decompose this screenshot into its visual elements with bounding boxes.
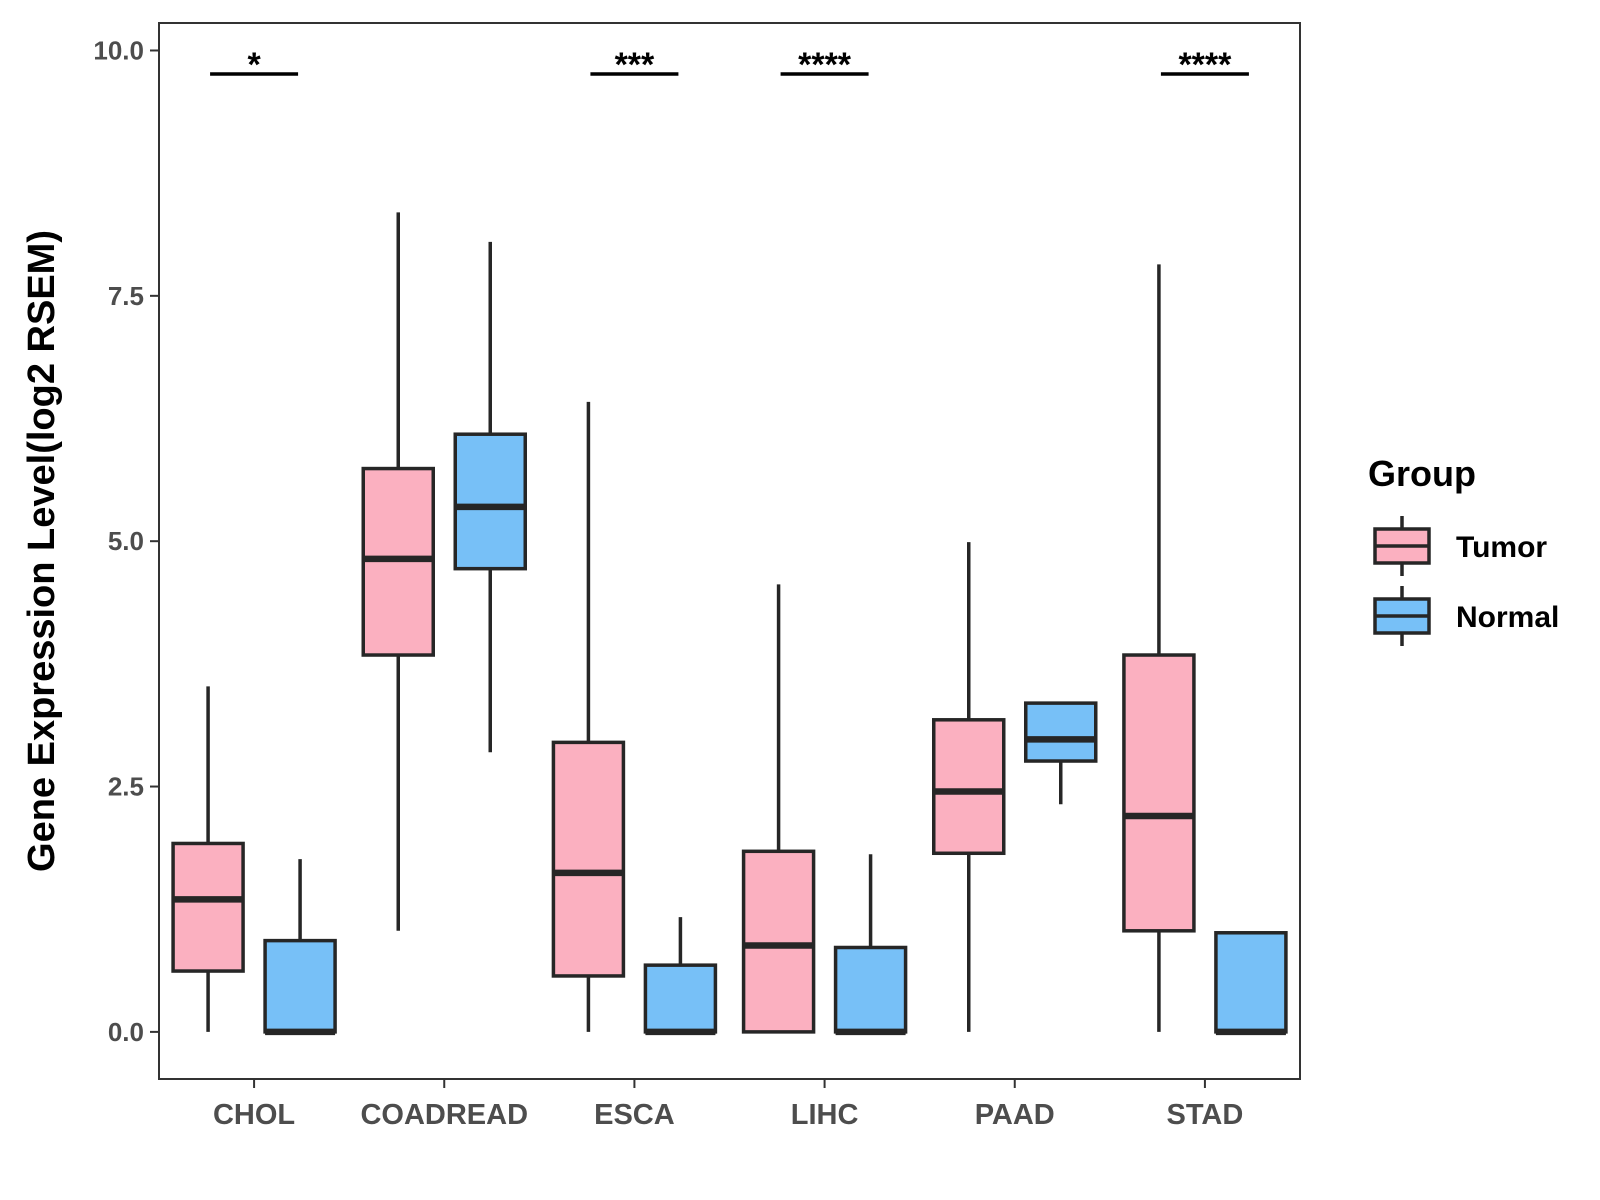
y-tick-label: 0.0 (108, 1017, 144, 1047)
y-axis-title: Gene Expression Level(log2 RSEM) (21, 230, 63, 872)
significance-stad: **** (1160, 46, 1249, 84)
box-lihc-normal (833, 854, 908, 1036)
box-chol-tumor (171, 686, 245, 1032)
box-body (741, 849, 816, 1034)
box-body (1122, 653, 1196, 933)
box-body (263, 938, 337, 1034)
box-lihc-tumor (741, 584, 816, 1034)
y-tick-label: 10.0 (93, 35, 144, 65)
box-stad-tumor (1122, 264, 1196, 1032)
chart-axes: 0.0 2.5 5.0 7.5 10.0 CHOL COADREAD ESCA LIHC PAAD… (93, 35, 1243, 1131)
significance-label: **** (1178, 46, 1232, 84)
plot-panel (158, 22, 1301, 1080)
significance-lihc: **** (780, 46, 869, 84)
x-tick-label-paad: PAAD (975, 1099, 1055, 1131)
chart-marks: * *** **** **** (171, 46, 1288, 1036)
box-paad-tumor (932, 542, 1006, 1032)
box-paad-normal (1024, 701, 1098, 805)
significance-label: * (247, 46, 261, 84)
box-body (453, 432, 527, 571)
box-body (1214, 931, 1288, 1034)
box-coadread-tumor (361, 212, 435, 931)
box-body (551, 740, 626, 978)
x-tick-label-chol: CHOL (213, 1099, 295, 1131)
significance-label: **** (798, 46, 852, 84)
significance-label: *** (615, 46, 655, 84)
box-esca-normal (643, 917, 718, 1036)
legend-label: Normal (1456, 601, 1559, 634)
legend-label: Tumor (1456, 531, 1547, 564)
legend-item-tumor: Tumor (1373, 516, 1547, 576)
box-body (1024, 701, 1098, 763)
x-tick-label-stad: STAD (1167, 1099, 1244, 1131)
legend-item-normal: Normal (1373, 586, 1559, 646)
x-tick-label-lihc: LIHC (791, 1099, 859, 1131)
box-coadread-normal (453, 241, 527, 753)
box-body (932, 718, 1006, 856)
box-stad-normal (1214, 931, 1288, 1036)
y-tick-label: 5.0 (108, 526, 144, 556)
box-body (643, 963, 718, 1034)
box-esca-tumor (551, 401, 626, 1032)
x-tick-label-coadread: COADREAD (360, 1099, 528, 1131)
legend: Group Tumor Normal (1368, 453, 1559, 646)
significance-esca: *** (590, 46, 679, 84)
y-tick-label: 2.5 (108, 772, 144, 802)
box-body (833, 945, 908, 1034)
box-chol-normal (263, 859, 337, 1036)
significance-chol: * (210, 46, 299, 84)
box-body (171, 841, 245, 973)
x-tick-label-esca: ESCA (594, 1099, 675, 1131)
y-tick-label: 7.5 (108, 281, 144, 311)
legend-title: Group (1368, 453, 1476, 494)
